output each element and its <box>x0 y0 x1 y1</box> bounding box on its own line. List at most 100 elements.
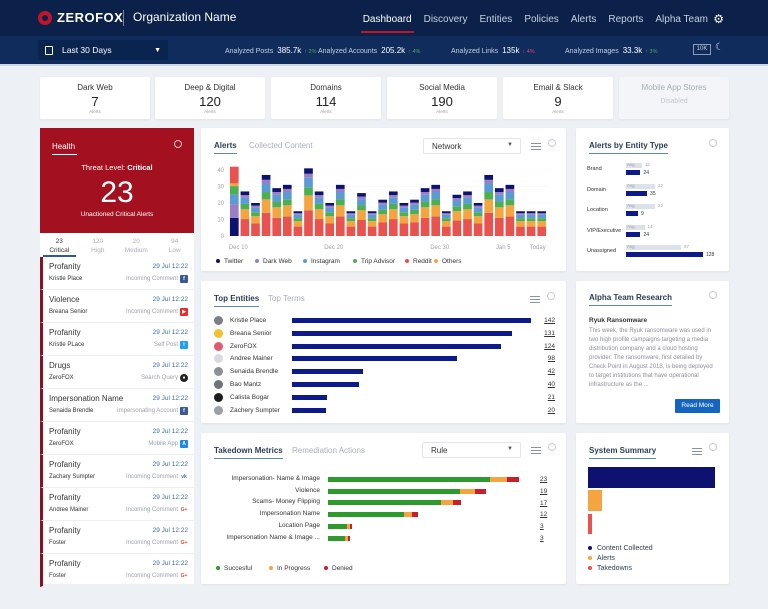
bar-segment[interactable] <box>293 214 303 219</box>
bar-segment[interactable] <box>441 218 451 222</box>
bar-segment[interactable] <box>526 221 536 227</box>
bar-segment[interactable] <box>272 194 282 202</box>
bar-segment[interactable] <box>505 184 515 189</box>
bar-segment[interactable] <box>367 211 377 214</box>
entity-row[interactable]: Calista Bogar 21 <box>214 392 559 403</box>
bar-segment[interactable] <box>420 194 430 202</box>
system-summary-bar[interactable] <box>588 467 715 488</box>
bar-segment[interactable] <box>367 226 377 236</box>
entity-row[interactable]: Bao Mantz 40 <box>214 380 559 390</box>
legend-item[interactable]: Succesful <box>216 565 252 572</box>
bar-segment[interactable] <box>346 214 356 219</box>
bar-segment[interactable] <box>410 199 419 203</box>
bar-segment[interactable] <box>229 166 239 184</box>
nav-alpha-team[interactable]: Alpha Team <box>655 14 708 25</box>
entity-type-bar[interactable] <box>626 170 641 175</box>
alert-list-item[interactable]: Profanity 29 Jul 12:22 Zachary Sumpter Inco… <box>40 455 194 488</box>
nav-policies[interactable]: Policies <box>524 14 559 25</box>
legend-item[interactable]: Takedowns <box>588 565 632 572</box>
bar-segment[interactable] <box>346 213 356 215</box>
bar-segment[interactable] <box>357 219 366 236</box>
bar-segment[interactable] <box>282 184 292 189</box>
alert-list-item[interactable]: Impersonation Name 29 Jul 12:22 Senaida Br… <box>40 389 194 422</box>
entity-type-bar[interactable] <box>626 211 638 216</box>
legend-item[interactable]: Content Collected <box>588 545 653 552</box>
nav-discovery[interactable]: Discovery <box>423 14 468 25</box>
tab-top-terms[interactable]: Top Terms <box>268 294 305 303</box>
bar-segment[interactable] <box>537 214 547 219</box>
bar-segment[interactable] <box>378 209 388 215</box>
bar-segment[interactable] <box>229 204 239 218</box>
takedown-bar[interactable] <box>328 523 353 529</box>
bar-segment[interactable] <box>282 192 292 200</box>
bar-segment[interactable] <box>494 188 504 192</box>
bar-segment[interactable] <box>229 217 239 236</box>
summary-card-domains[interactable]: Domains 114 Alerts <box>271 77 381 119</box>
entity-row[interactable]: Kristle Place 142 <box>214 316 559 326</box>
info-icon[interactable] <box>174 140 182 148</box>
bar-segment[interactable] <box>229 183 239 187</box>
bar-segment[interactable] <box>325 212 335 217</box>
nav-reports[interactable]: Reports <box>608 14 644 25</box>
bar-segment[interactable] <box>388 191 398 196</box>
bar-segment[interactable] <box>452 194 462 199</box>
bar-segment[interactable] <box>505 205 515 217</box>
bar-segment[interactable] <box>505 199 515 206</box>
bar-segment[interactable] <box>431 205 441 217</box>
bar-segment[interactable] <box>410 202 419 205</box>
moon-icon[interactable]: ☾ <box>715 42 724 53</box>
bar-segment[interactable] <box>452 220 462 236</box>
bar-segment[interactable] <box>261 199 271 213</box>
alert-list-item[interactable]: Profanity 29 Jul 12:22 Kristle PLace Self P… <box>40 323 194 356</box>
takedown-bar[interactable] <box>328 512 418 518</box>
bar-segment[interactable] <box>282 205 292 217</box>
bar-segment[interactable] <box>399 203 409 206</box>
bar-segment[interactable] <box>452 211 462 221</box>
tab-alerts[interactable]: Alerts <box>214 141 237 154</box>
entity-count-link[interactable]: 131 <box>544 329 555 337</box>
menu-icon[interactable] <box>530 296 540 303</box>
network-select[interactable]: Network ▼ <box>423 138 521 154</box>
bar-segment[interactable] <box>494 201 504 208</box>
unit-toggle-button[interactable]: 10K <box>693 44 711 55</box>
bar-segment[interactable] <box>420 201 430 208</box>
nav-entities[interactable]: Entities <box>479 14 513 25</box>
bar-segment[interactable] <box>505 216 515 236</box>
tab-collected-content[interactable]: Collected Content <box>249 141 313 150</box>
bar-segment[interactable] <box>441 211 451 214</box>
rule-select[interactable]: Rule ▼ <box>422 442 521 458</box>
bar-segment[interactable] <box>388 195 398 198</box>
info-icon[interactable] <box>547 292 555 300</box>
bar-segment[interactable] <box>346 221 356 227</box>
bar-segment[interactable] <box>314 219 324 236</box>
summary-card-social-media[interactable]: Social Media 190 Alerts <box>387 77 497 119</box>
bar-segment[interactable] <box>272 217 282 236</box>
bar-segment[interactable] <box>304 210 313 236</box>
bar-segment[interactable] <box>251 207 260 213</box>
alert-list-item[interactable]: Drugs 29 Jul 12:22 ZeroFOX Search Query ● <box>40 356 194 389</box>
bar-segment[interactable] <box>251 216 260 224</box>
bar-segment[interactable] <box>357 199 366 206</box>
bar-segment[interactable] <box>537 211 547 214</box>
system-summary-bar[interactable] <box>588 514 592 534</box>
summary-card-email-slack[interactable]: Email & Slack 9 Alerts <box>503 77 613 119</box>
bar-segment[interactable] <box>335 199 345 206</box>
bar-segment[interactable] <box>272 188 282 192</box>
read-more-button[interactable]: Read More <box>675 399 720 413</box>
bar-segment[interactable] <box>388 219 398 236</box>
bar-segment[interactable] <box>314 197 324 204</box>
bar-segment[interactable] <box>378 202 388 205</box>
alert-list-item[interactable]: Profanity 29 Jul 12:22 Kristle Place Incomi… <box>40 257 194 290</box>
bar-segment[interactable] <box>420 217 430 236</box>
bar-segment[interactable] <box>463 191 472 196</box>
bar-segment[interactable] <box>282 199 292 206</box>
bar-segment[interactable] <box>304 173 313 178</box>
bar-segment[interactable] <box>537 218 547 222</box>
bar-segment[interactable] <box>357 205 366 211</box>
takedown-total-link[interactable]: 12 <box>540 511 548 519</box>
bar-segment[interactable] <box>251 223 260 236</box>
bar-segment[interactable] <box>431 184 441 189</box>
bar-segment[interactable] <box>494 217 504 236</box>
bar-segment[interactable] <box>367 214 377 219</box>
bar-segment[interactable] <box>441 221 451 227</box>
